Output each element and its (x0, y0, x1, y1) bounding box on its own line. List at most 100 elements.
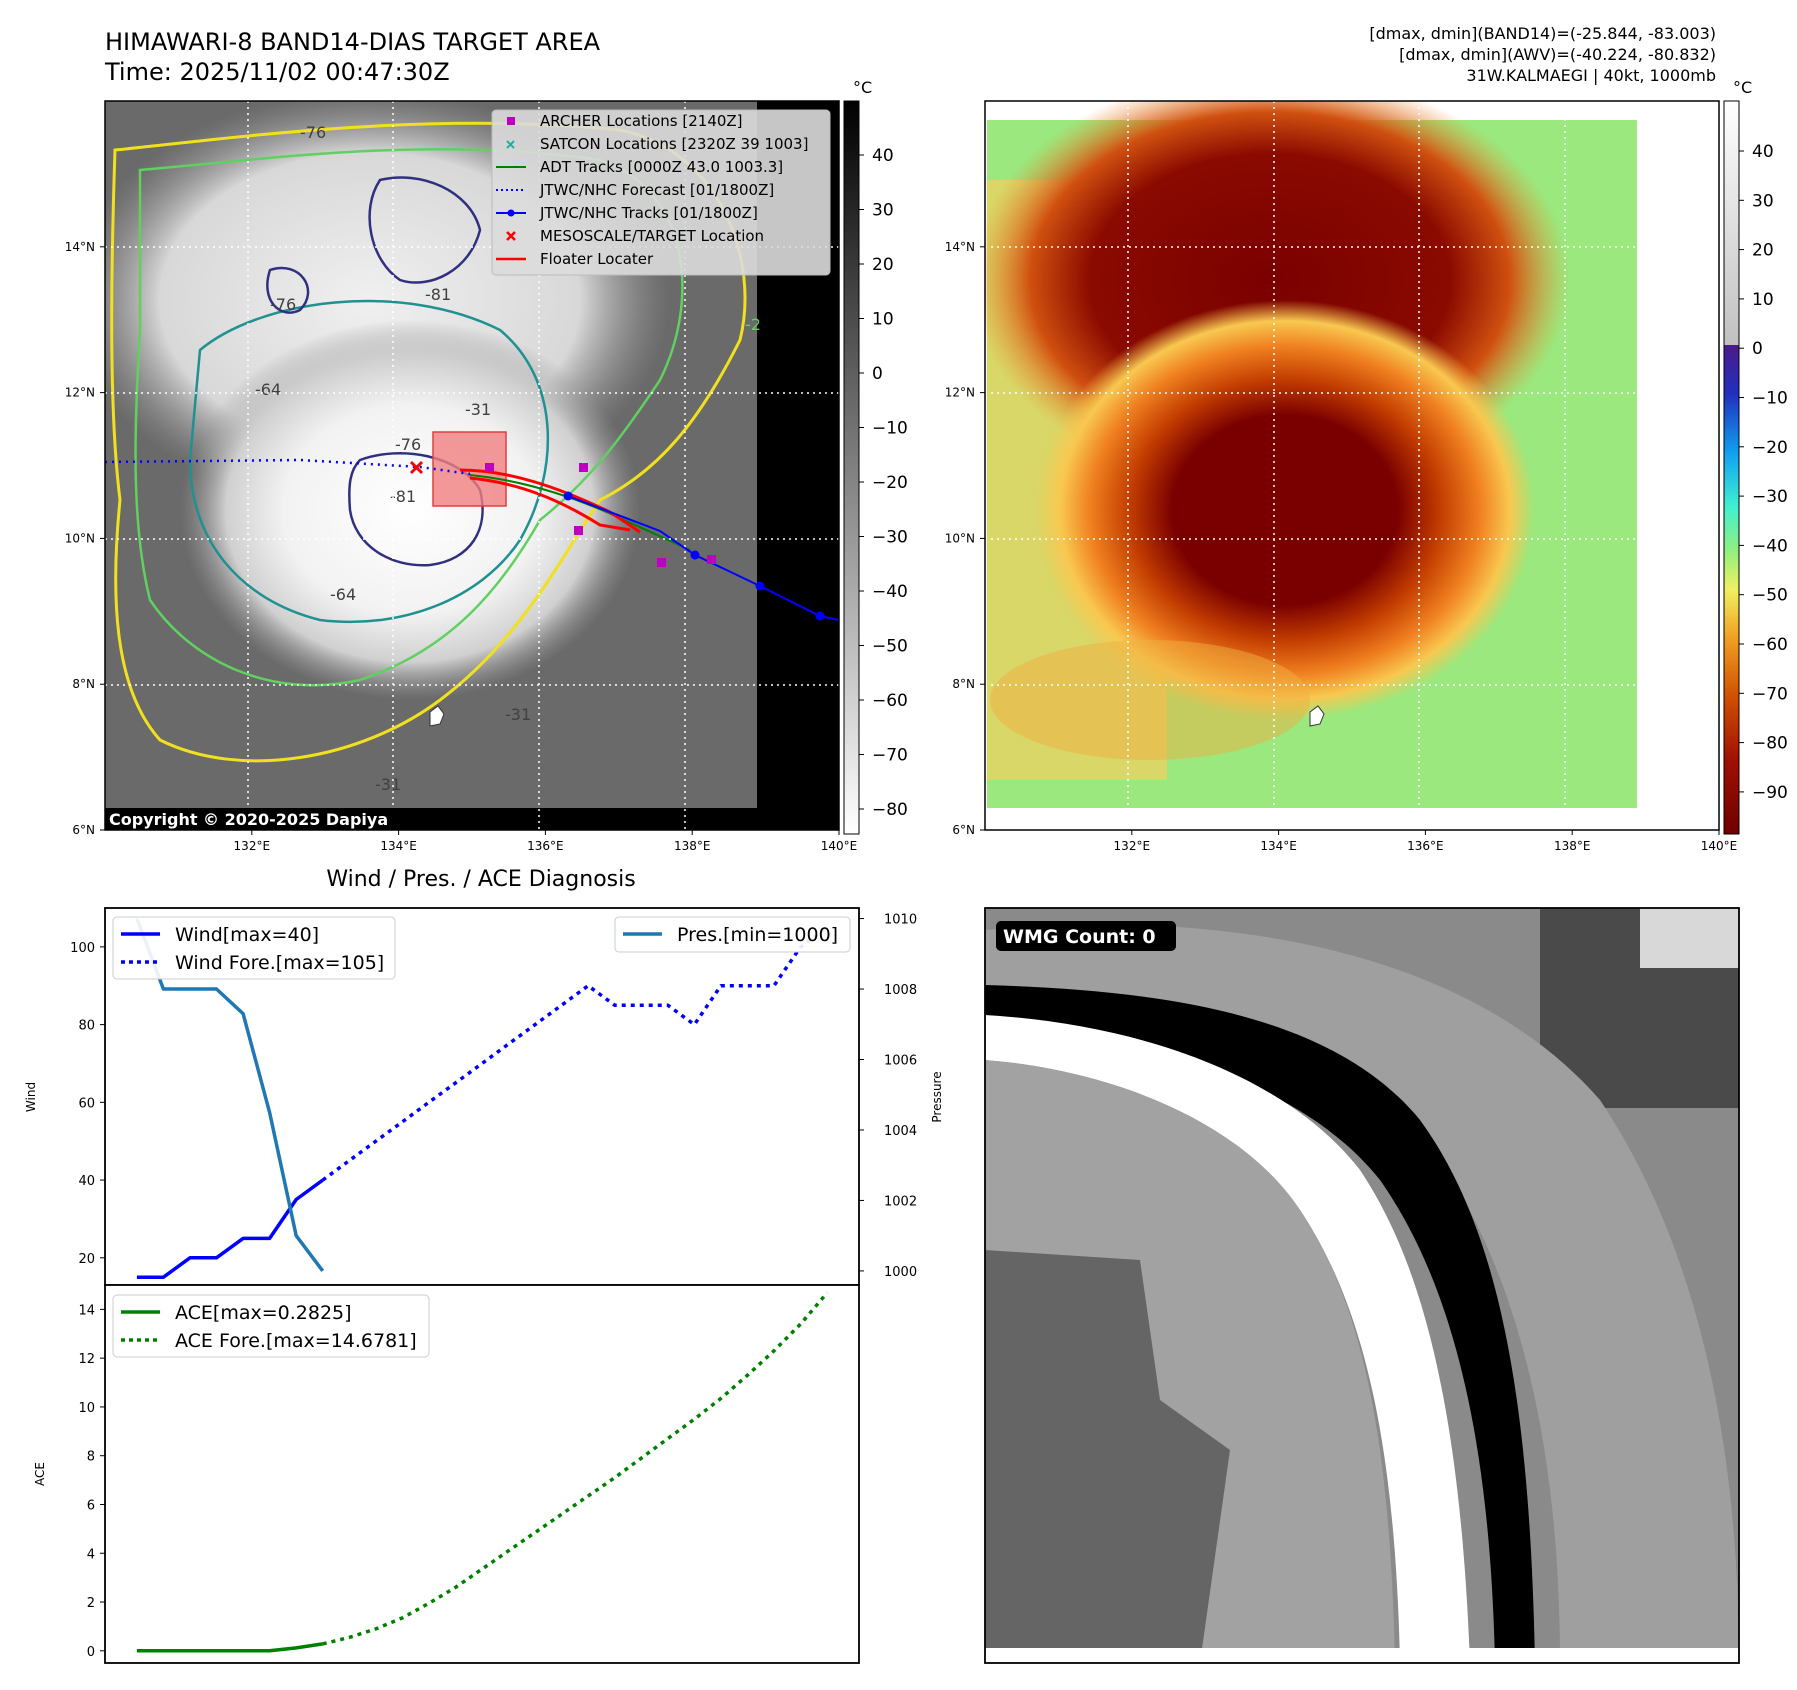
y-tick-label: 0 (87, 1645, 95, 1660)
pres-legend: Pres.[min=1000] (614, 916, 851, 953)
colorbar-tick-label: −90 (1752, 783, 1788, 803)
colorbar-tick-label: −10 (1752, 389, 1788, 409)
ace-chart: 0 2 4 6 8 10 12 14 ACE ACE[max=0.2825] ACE Fore… (33, 1284, 860, 1664)
legend-tracks-dot (507, 209, 515, 217)
awv-south-band (990, 640, 1310, 760)
pres-legend-label: Pres.[min=1000] (677, 924, 838, 946)
awv-map: °C 40 30 20 10 0 −10 −20 −30 −40 −50 −60 −70 −80 −90 (984, 78, 1788, 835)
ace-axis-ticks: 0 2 4 6 8 10 12 14 (78, 1303, 105, 1660)
figure-time: Time: 2025/11/02 00:47:30Z (104, 58, 450, 86)
wmg-band-lightgray-corner (1640, 908, 1739, 968)
lat-tick-label: 8°N (72, 677, 95, 691)
copyright-text: Copyright © 2020-2025 Dapiya (109, 810, 388, 829)
y-tick-label: 40 (78, 1174, 95, 1189)
y-tick-label: 8 (87, 1450, 95, 1465)
ace-legend: ACE[max=0.2825] ACE Fore.[max=14.6781] (112, 1294, 430, 1358)
wind-legend: Wind[max=40] Wind Fore.[max=105] (112, 916, 396, 980)
lat-tick-label: 10°N (65, 531, 95, 545)
colorbar-tick-label: −60 (1752, 635, 1788, 655)
contour-label-10: -2 (745, 315, 761, 334)
wind-ylabel: Wind (24, 1082, 38, 1112)
lat-tick-label: 14°N (945, 240, 975, 254)
target-marker (409, 460, 424, 475)
diag-title: Wind / Pres. / ACE Diagnosis (326, 867, 635, 892)
y-tick-label: 100 (70, 941, 95, 956)
wind-legend-box (112, 916, 396, 980)
colorbar-tick-label: 40 (1752, 142, 1774, 162)
info-band14: [dmax, dmin](BAND14)=(-25.844, -83.003) (1369, 24, 1716, 43)
archer-marker (657, 558, 666, 567)
lon-tick-label: 138°E (1554, 839, 1591, 853)
lat-tick-label: 12°N (65, 386, 95, 400)
ace-legend-label: ACE[max=0.2825] (175, 1302, 352, 1324)
y-tick-label: 80 (78, 1019, 95, 1034)
awv-colorbar-ticks: 40 30 20 10 0 −10 −20 −30 −40 −50 −60 −70 −80 −90 (1739, 142, 1788, 803)
colorbar-tick-label: −40 (872, 582, 908, 602)
jtwc-track-point (563, 491, 573, 501)
map-axis-ticks: 132°E 134°E 136°E 138°E 140°E 14°N 12°N 10°N 8°N… (65, 240, 1738, 853)
colorbar-tick-label: −50 (1752, 586, 1788, 606)
colorbar-tick-label: −70 (872, 746, 908, 766)
awv-colorbar-unit: °C (1733, 78, 1752, 97)
jtwc-track-point (690, 550, 700, 560)
y2-tick-label: 1006 (884, 1054, 917, 1069)
pressure-ylabel: Pressure (930, 1071, 944, 1122)
lon-tick-label: 140°E (821, 839, 858, 853)
lat-tick-label: 10°N (945, 531, 975, 545)
wind-pres-chart: 20 40 60 80 100 1000 1002 1004 1006 1008 1010 Win… (24, 907, 944, 1286)
awv-eye (1175, 415, 1395, 605)
contour-label-8: -31 (505, 705, 531, 724)
legend-archer-marker (507, 117, 515, 125)
colorbar-tick-label: −50 (872, 637, 908, 657)
legend-archer-label: ARCHER Locations [2140Z] (540, 112, 743, 130)
colorbar-tick-label: 0 (1752, 339, 1763, 359)
wmg-band-black (985, 985, 1535, 1663)
contour-label-1: -76 (270, 295, 296, 314)
lat-tick-label: 6°N (72, 823, 95, 837)
archer-marker (574, 526, 583, 535)
ace-line (136, 1642, 323, 1653)
ace-frame (104, 1284, 860, 1664)
colorbar-tick-label: −30 (872, 528, 908, 548)
y-tick-label: 12 (78, 1352, 95, 1367)
archer-marker (579, 463, 588, 472)
lon-tick-label: 138°E (674, 839, 711, 853)
colorbar-tick-label: −40 (1752, 536, 1788, 556)
colorbar-tick-label: 20 (1752, 241, 1774, 261)
colorbar-tick-label: −80 (872, 800, 908, 820)
y2-tick-label: 1010 (884, 913, 917, 928)
wmg-band-white (985, 1015, 1470, 1663)
lon-tick-label: 134°E (1260, 839, 1297, 853)
info-storm: 31W.KALMAEGI | 40kt, 1000mb (1466, 66, 1716, 85)
wind-legend-label: Wind[max=40] (175, 924, 319, 946)
info-awv: [dmax, dmin](AWV)=(-40.224, -80.832) (1399, 45, 1716, 64)
ace-fore-legend-label: ACE Fore.[max=14.6781] (175, 1330, 417, 1352)
contour-label-2: -81 (390, 487, 416, 506)
ace-forecast-line (322, 1291, 829, 1646)
y-tick-label: 20 (78, 1252, 95, 1267)
y2-tick-label: 1004 (884, 1124, 917, 1139)
contour-navy-north (266, 176, 482, 314)
contour-teal (188, 299, 550, 624)
awv-colorbar-bottom (1724, 345, 1739, 834)
wmg-band-darker (985, 1250, 1230, 1663)
jtwc-track-point (815, 611, 825, 621)
figure-title: HIMAWARI-8 BAND14-DIAS TARGET AREA (105, 28, 601, 56)
y-tick-label: 6 (87, 1498, 95, 1513)
awv-frame (984, 100, 1720, 831)
legend-adt-label: ADT Tracks [0000Z 43.0 1003.3] (540, 158, 783, 176)
contour-label-6: -64 (255, 380, 281, 399)
legend-satcon-marker (506, 140, 515, 149)
ir-legend: ARCHER Locations [2140Z] SATCON Location… (491, 109, 831, 276)
wmg-label-box (996, 921, 1176, 951)
colorbar-tick-label: −60 (872, 691, 908, 711)
colorbar-tick-label: −20 (1752, 438, 1788, 458)
lon-tick-label: 136°E (1407, 839, 1444, 853)
colorbar-tick-label: 30 (1752, 191, 1774, 211)
ace-series (136, 1291, 829, 1653)
copyright-box (105, 808, 415, 830)
archer-marker (485, 463, 494, 472)
lon-tick-label: 136°E (527, 839, 564, 853)
lon-tick-label: 134°E (380, 839, 417, 853)
colorbar-tick-label: 0 (872, 364, 883, 384)
